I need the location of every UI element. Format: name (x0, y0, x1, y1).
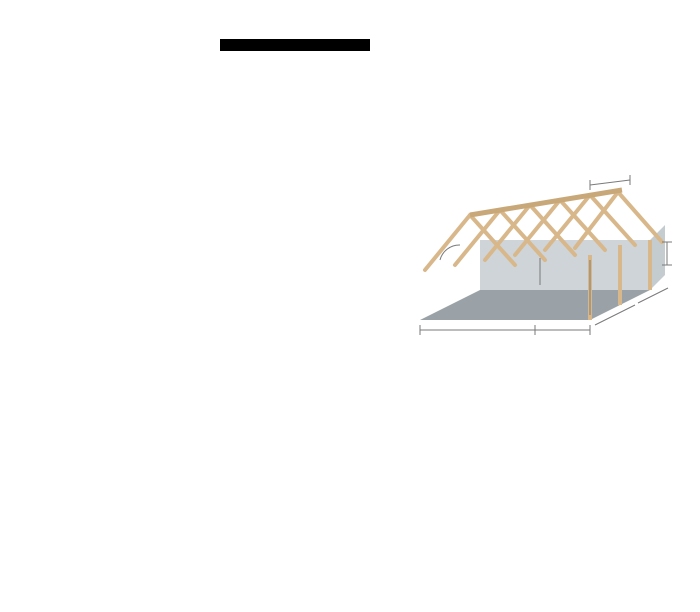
row-plats (52, 36, 676, 52)
roof-diagram (390, 170, 680, 370)
section-belastningar (52, 36, 676, 52)
section-resultat (52, 116, 676, 152)
redacted-bar (220, 39, 370, 51)
floor-poly (420, 290, 650, 320)
plats-value (220, 36, 676, 52)
back-wall (480, 240, 650, 290)
plats-label (52, 36, 220, 52)
page (0, 0, 700, 188)
